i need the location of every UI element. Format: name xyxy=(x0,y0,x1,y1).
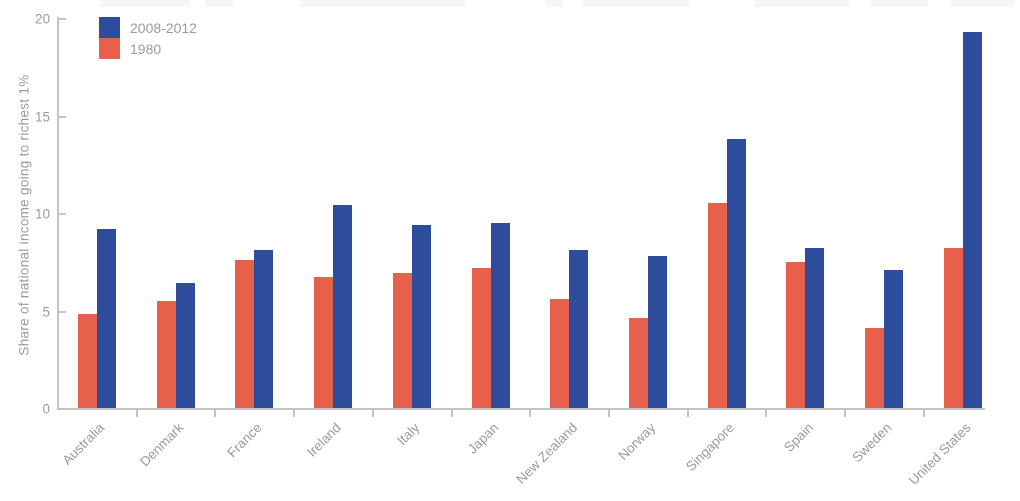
legend-swatch-2008-2012 xyxy=(99,17,120,38)
cropped-title-remnant xyxy=(545,0,563,7)
y-tick-label: 5 xyxy=(42,304,50,319)
bar-1980-sweden xyxy=(865,328,884,408)
bar-1980-spain xyxy=(786,261,806,408)
cropped-title-remnant xyxy=(870,0,928,7)
bar-1980-australia xyxy=(78,314,97,408)
x-tick xyxy=(293,410,296,417)
bar-1980-united-states xyxy=(943,248,963,408)
legend-swatch-1980 xyxy=(99,38,120,59)
cropped-title-remnant xyxy=(755,0,850,7)
x-axis-label: Denmark xyxy=(136,420,187,470)
bar-2008-2012-sweden xyxy=(884,269,903,408)
x-axis-label: Australia xyxy=(59,420,108,468)
bar-2008-2012-united-states xyxy=(962,31,982,408)
x-axis-label: United States xyxy=(905,420,974,488)
x-axis-label: France xyxy=(224,420,266,461)
x-axis-label: New Zealand xyxy=(512,420,580,487)
x-axis-label: Spain xyxy=(780,420,816,456)
bar-1980-singapore xyxy=(707,203,727,408)
cropped-title-remnant xyxy=(205,0,233,7)
y-tick-label: 10 xyxy=(34,206,50,222)
x-tick xyxy=(450,410,453,417)
cropped-title-remnant xyxy=(950,0,1015,7)
bar-2008-2012-france xyxy=(254,250,274,408)
cropped-title-remnant xyxy=(100,0,190,7)
y-tick-label: 15 xyxy=(34,109,50,124)
bar-2008-2012-singapore xyxy=(726,138,746,408)
x-axis-label: Italy xyxy=(394,420,423,449)
bar-1980-norway xyxy=(628,318,648,408)
x-axis-label: Norway xyxy=(615,420,659,463)
x-axis-label: Japan xyxy=(464,420,502,457)
x-tick xyxy=(135,410,138,417)
bar-2008-2012-spain xyxy=(805,248,825,408)
x-tick xyxy=(922,410,925,417)
bar-2008-2012-ireland xyxy=(333,205,353,408)
y-tick xyxy=(59,213,66,215)
bar-2008-2012-norway xyxy=(647,255,667,408)
x-tick xyxy=(529,410,532,417)
x-tick xyxy=(686,410,689,417)
cropped-title-remnant xyxy=(300,0,465,7)
x-tick xyxy=(371,410,374,417)
bar-2008-2012-japan xyxy=(490,222,510,408)
y-tick xyxy=(59,18,66,20)
y-tick-label: 20 xyxy=(34,11,50,27)
bar-2008-2012-denmark xyxy=(175,283,195,408)
x-tick xyxy=(765,410,768,417)
x-axis-label: Singapore xyxy=(683,420,738,475)
x-tick xyxy=(214,410,217,417)
y-tick-label: 0 xyxy=(42,401,50,417)
bar-1980-denmark xyxy=(156,300,176,408)
x-tick xyxy=(844,410,846,417)
bar-2008-2012-australia xyxy=(97,228,116,408)
bar-1980-france xyxy=(235,259,255,408)
y-tick xyxy=(59,310,66,313)
legend-label: 1980 xyxy=(130,40,162,57)
x-tick xyxy=(607,410,610,417)
x-axis-line xyxy=(57,408,985,410)
y-axis-title: Share of national income going to riches… xyxy=(16,74,32,356)
y-tick xyxy=(59,115,66,118)
y-axis-line xyxy=(57,17,59,409)
bar-1980-ireland xyxy=(314,277,334,408)
x-axis-label: Sweden xyxy=(849,420,895,466)
x-axis-label: Ireland xyxy=(303,420,344,460)
bar-1980-japan xyxy=(471,267,491,408)
cropped-title-remnant xyxy=(582,0,690,7)
bar-2008-2012-italy xyxy=(411,224,431,408)
bar-1980-new-zealand xyxy=(550,298,570,408)
legend-label: 2008-2012 xyxy=(130,19,197,36)
bar-2008-2012-new-zealand xyxy=(569,250,589,408)
bar-1980-italy xyxy=(392,273,412,408)
